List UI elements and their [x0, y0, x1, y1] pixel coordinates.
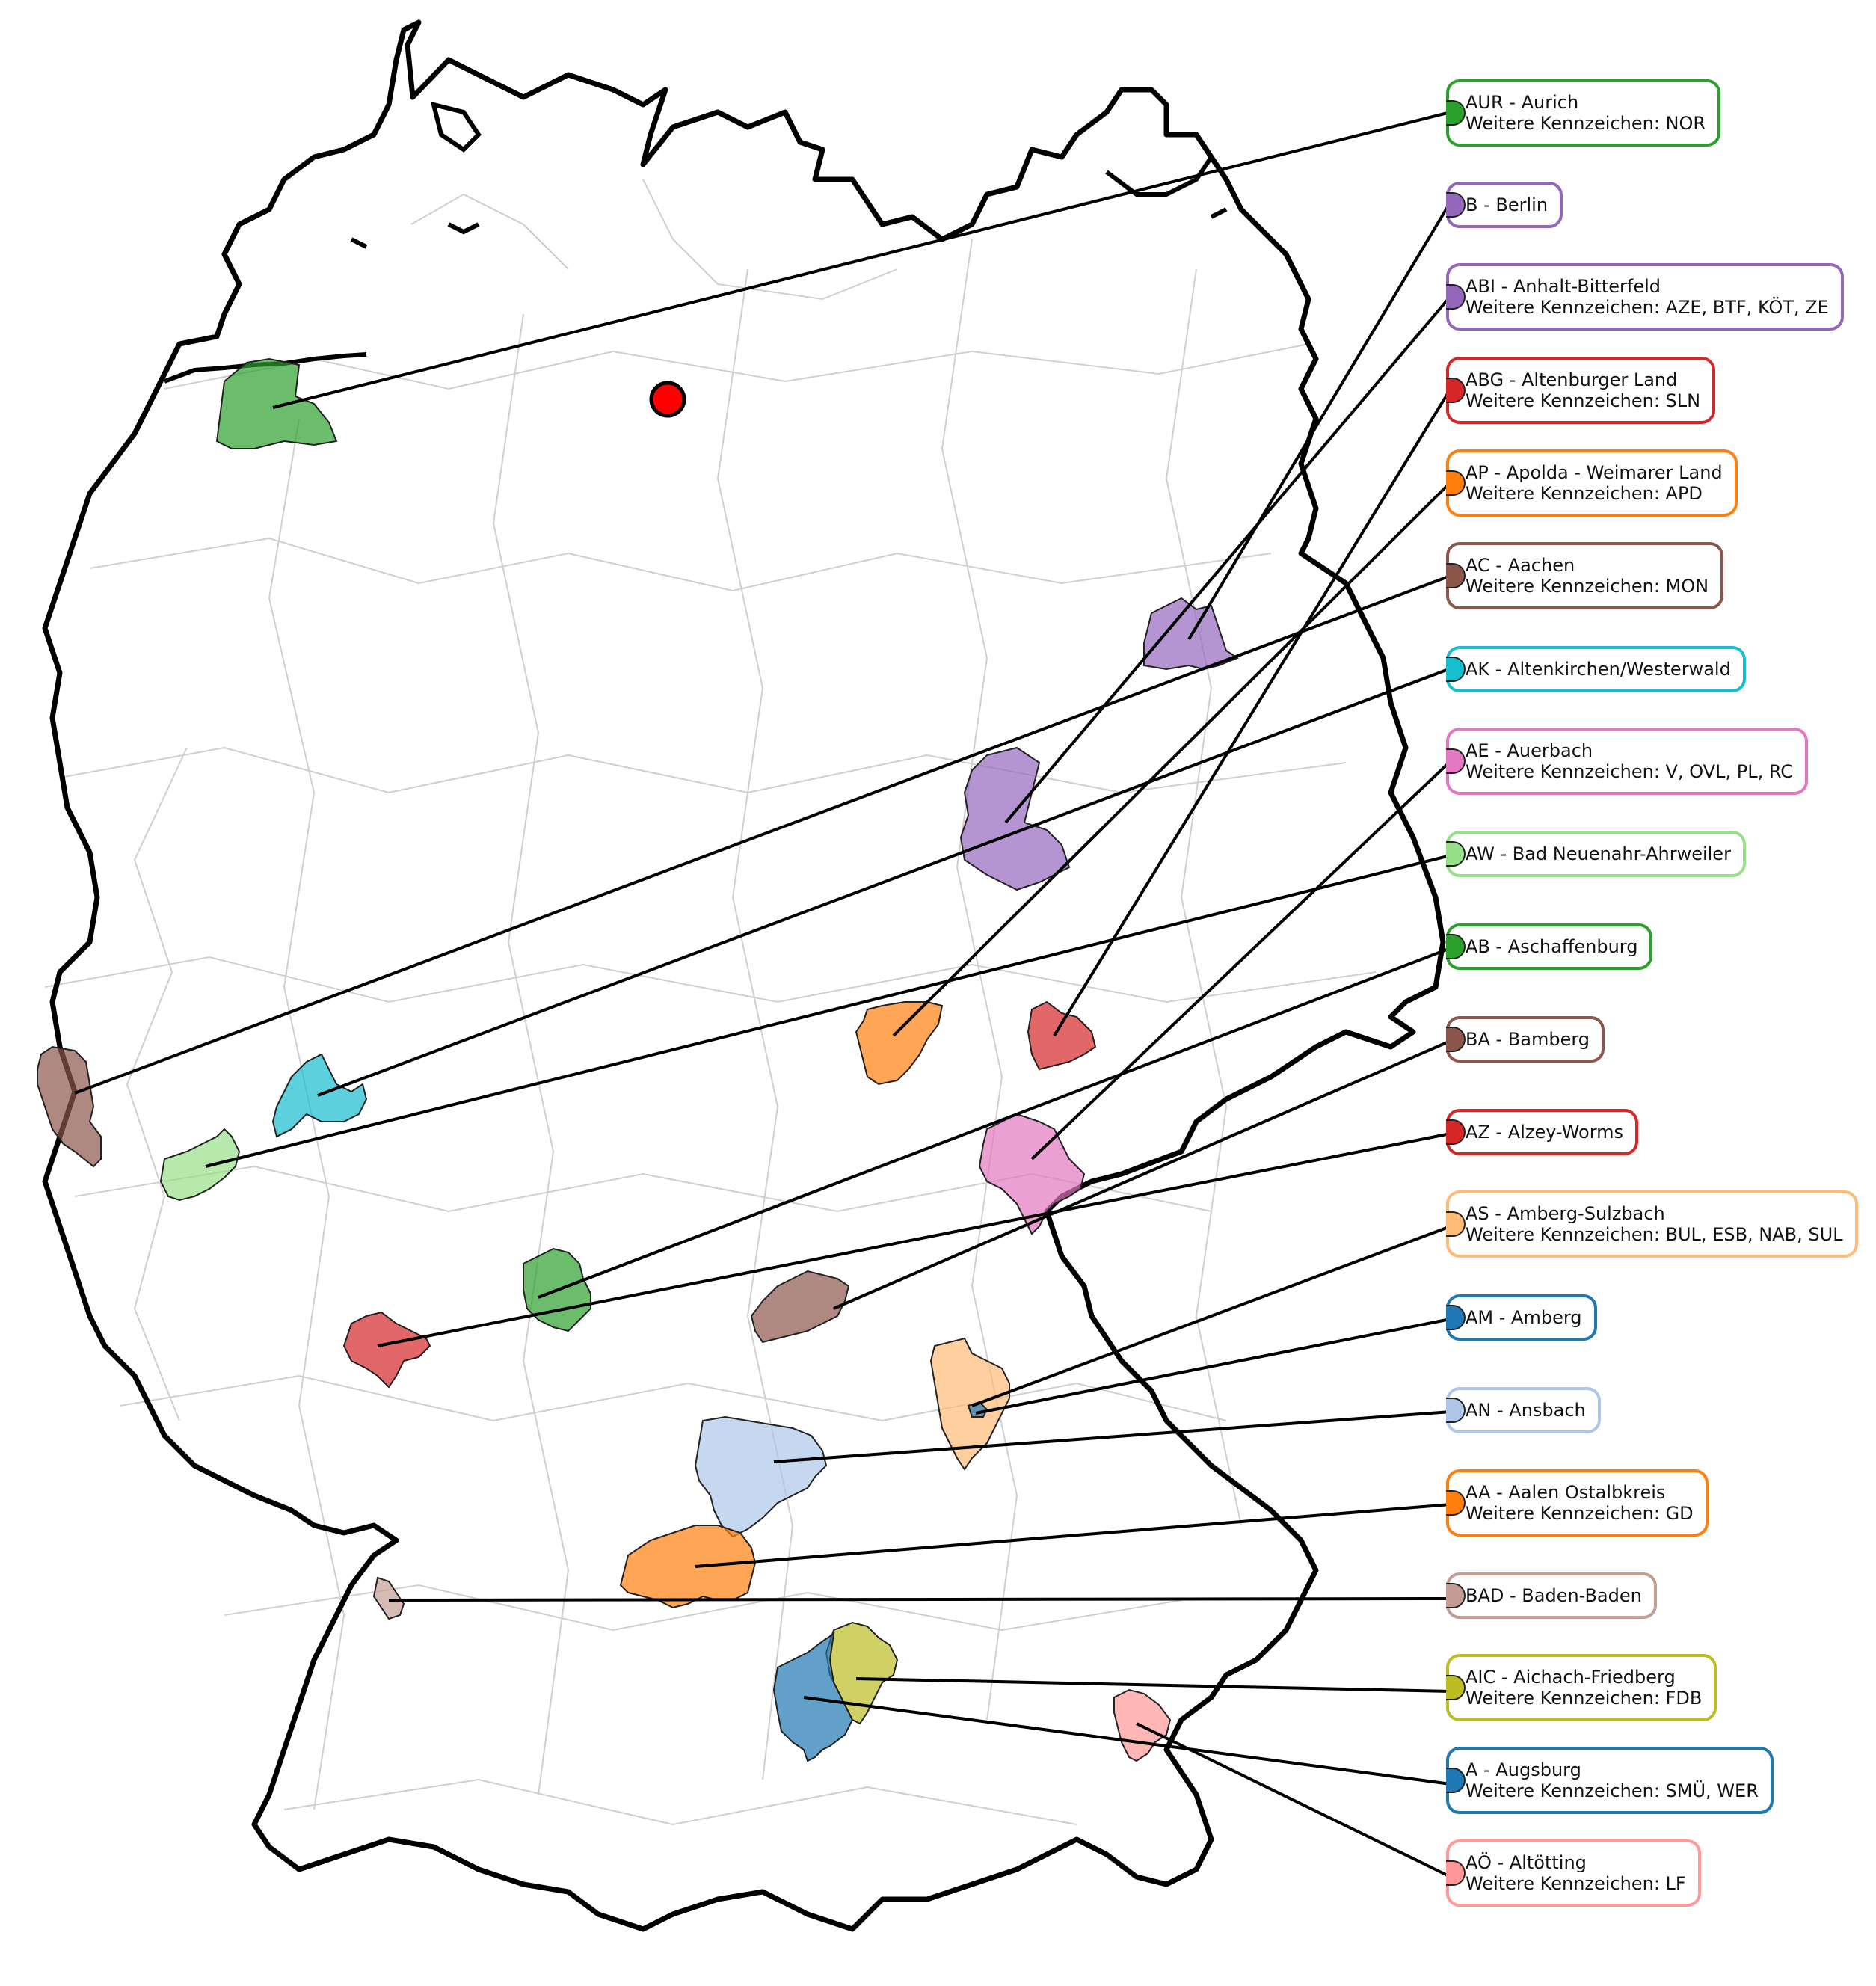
label-color-marker — [1446, 100, 1466, 126]
label-az: AZ - Alzey-Worms — [1446, 1109, 1639, 1155]
label-ae-line1: AE - Auerbach — [1466, 740, 1593, 761]
label-abi: ABI - Anhalt-Bitterfeld Weitere Kennzeic… — [1446, 263, 1844, 331]
district-aur — [215, 357, 338, 449]
label-abg: ABG - Altenburger Land Weitere Kennzeich… — [1446, 357, 1716, 424]
label-color-marker — [1446, 192, 1466, 218]
label-ao: AÖ - Altötting Weitere Kennzeichen: LF — [1446, 1839, 1701, 1907]
label-aic-line2: Weitere Kennzeichen: FDB — [1466, 1688, 1703, 1709]
label-ak-line1: AK - Altenkirchen/Westerwald — [1466, 659, 1731, 680]
label-az-line1: AZ - Alzey-Worms — [1466, 1122, 1624, 1143]
district-borders — [44, 179, 1377, 1826]
label-ae: AE - Auerbach Weitere Kennzeichen: V, OV… — [1446, 728, 1809, 795]
district-ba — [750, 1270, 850, 1344]
label-aur-line2: Weitere Kennzeichen: NOR — [1466, 113, 1706, 134]
label-aur-line1: AUR - Aurich — [1466, 92, 1579, 113]
district-ae — [978, 1113, 1086, 1235]
district-ac — [37, 1045, 102, 1168]
label-color-marker — [1446, 378, 1466, 403]
label-bad-line1: BAD - Baden-Baden — [1466, 1585, 1642, 1606]
label-aa-line2: Weitere Kennzeichen: GD — [1466, 1503, 1694, 1524]
label-color-marker — [1446, 1027, 1466, 1052]
label-an: AN - Ansbach — [1446, 1387, 1601, 1433]
district-abg — [1027, 1000, 1097, 1071]
label-b: B - Berlin — [1446, 182, 1563, 228]
label-color-marker — [1446, 841, 1466, 867]
label-color-marker — [1446, 1211, 1466, 1237]
label-ao-line1: AÖ - Altötting — [1466, 1852, 1587, 1873]
label-b-line1: B - Berlin — [1466, 194, 1549, 215]
label-ac-line2: Weitere Kennzeichen: MON — [1466, 576, 1709, 597]
label-ba: BA - Bamberg — [1446, 1016, 1605, 1063]
label-color-marker — [1446, 1860, 1466, 1886]
germany-border — [42, 19, 1446, 1932]
district-aw — [159, 1128, 241, 1202]
label-abg-line1: ABG - Altenburger Land — [1466, 369, 1678, 390]
label-abg-line2: Weitere Kennzeichen: SLN — [1466, 390, 1701, 411]
label-am-line1: AM - Amberg — [1466, 1307, 1582, 1328]
label-color-marker — [1446, 748, 1466, 774]
label-ap: AP - Apolda - Weimarer Land Weitere Kenn… — [1446, 449, 1738, 517]
label-ba-line1: BA - Bamberg — [1466, 1029, 1590, 1050]
label-color-marker — [1446, 1768, 1466, 1793]
label-color-marker — [1446, 470, 1466, 496]
district-az — [342, 1311, 431, 1389]
label-aa-line1: AA - Aalen Ostalbkreis — [1466, 1482, 1666, 1503]
district-an — [694, 1415, 828, 1538]
label-color-marker — [1446, 1490, 1466, 1516]
label-ac: AC - Aachen Weitere Kennzeichen: MON — [1446, 542, 1724, 609]
label-color-marker — [1446, 1119, 1466, 1145]
district-bad — [372, 1576, 405, 1620]
red-location-marker — [649, 381, 686, 418]
label-a-line2: Weitere Kennzeichen: SMÜ, WER — [1466, 1780, 1759, 1801]
label-color-marker — [1446, 934, 1466, 959]
label-an-line1: AN - Ansbach — [1466, 1400, 1586, 1421]
label-as-line2: Weitere Kennzeichen: BUL, ESB, NAB, SUL — [1466, 1224, 1843, 1245]
label-as-line1: AS - Amberg-Sulzbach — [1466, 1203, 1665, 1224]
label-a-line1: A - Augsburg — [1466, 1759, 1581, 1780]
label-color-marker — [1446, 563, 1466, 588]
label-ab-line1: AB - Aschaffenburg — [1466, 936, 1638, 957]
label-color-marker — [1446, 657, 1466, 682]
district-ap — [855, 1001, 944, 1086]
label-a: A - Augsburg Weitere Kennzeichen: SMÜ, W… — [1446, 1747, 1774, 1814]
label-abi-line2: Weitere Kennzeichen: AZE, BTF, KÖT, ZE — [1466, 297, 1829, 318]
label-ab: AB - Aschaffenburg — [1446, 923, 1653, 970]
district-as — [929, 1337, 1010, 1471]
label-color-marker — [1446, 1398, 1466, 1423]
label-ac-line1: AC - Aachen — [1466, 555, 1575, 576]
connector-lines — [74, 111, 1452, 1878]
label-ae-line2: Weitere Kennzeichen: V, OVL, PL, RC — [1466, 761, 1794, 782]
label-aw: AW - Bad Neuenahr-Ahrweiler — [1446, 831, 1746, 877]
label-ao-line2: Weitere Kennzeichen: LF — [1466, 1873, 1686, 1894]
label-bad: BAD - Baden-Baden — [1446, 1572, 1657, 1619]
label-ap-line2: Weitere Kennzeichen: APD — [1466, 483, 1703, 504]
label-aic-line1: AIC - Aichach-Friedberg — [1466, 1667, 1676, 1688]
label-ap-line1: AP - Apolda - Weimarer Land — [1466, 462, 1723, 483]
label-aa: AA - Aalen Ostalbkreis Weitere Kennzeich… — [1446, 1469, 1709, 1537]
label-ak: AK - Altenkirchen/Westerwald — [1446, 646, 1746, 692]
label-color-marker — [1446, 1305, 1466, 1330]
label-as: AS - Amberg-Sulzbach Weitere Kennzeichen… — [1446, 1190, 1858, 1258]
label-aur: AUR - Aurich Weitere Kennzeichen: NOR — [1446, 79, 1721, 147]
label-color-marker — [1446, 1583, 1466, 1608]
label-am: AM - Amberg — [1446, 1294, 1597, 1341]
district-aa — [619, 1525, 757, 1609]
label-aic: AIC - Aichach-Friedberg Weitere Kennzeic… — [1446, 1654, 1717, 1721]
label-aw-line1: AW - Bad Neuenahr-Ahrweiler — [1466, 843, 1731, 864]
label-color-marker — [1446, 1675, 1466, 1700]
label-abi-line1: ABI - Anhalt-Bitterfeld — [1466, 276, 1661, 297]
label-color-marker — [1446, 284, 1466, 310]
